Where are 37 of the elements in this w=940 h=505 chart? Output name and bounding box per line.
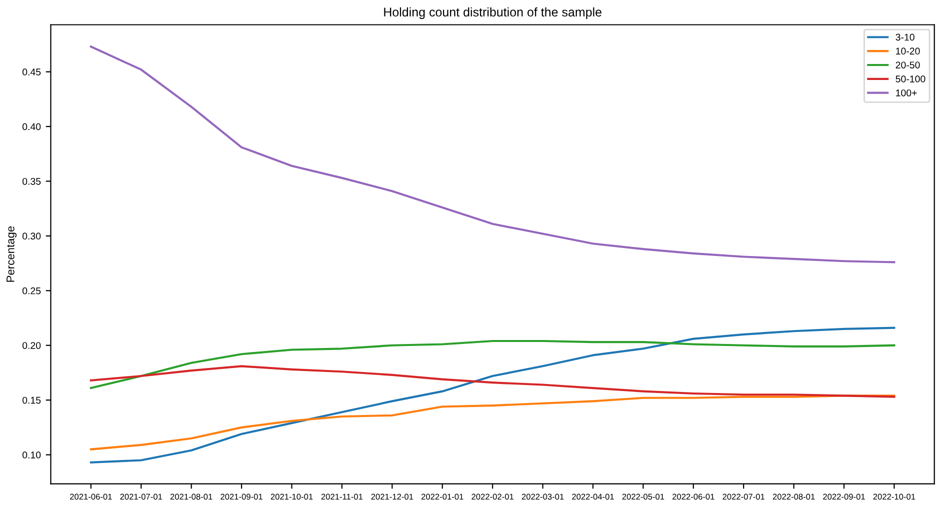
x-tick-label: 2022-03-01: [522, 494, 564, 500]
y-tick-label: 0.15: [22, 396, 41, 404]
y-tick-label: 0.45: [22, 68, 41, 76]
y-tick-label: 0.35: [22, 178, 41, 185]
x-tick-label: 2021-06-01: [70, 494, 112, 500]
x-tick-label: 2021-10-01: [270, 494, 313, 500]
x-tick-label: 2022-01-01: [421, 494, 464, 500]
x-tick-label: 2022-09-01: [823, 494, 865, 500]
legend-label: 3-10: [896, 34, 914, 41]
legend-label: 50-100: [896, 76, 926, 82]
x-tick-label: 2022-05-01: [622, 494, 664, 500]
x-tick-label: 2021-09-01: [220, 494, 262, 500]
x-tick-label: 2022-06-01: [672, 494, 714, 500]
line-series: [90, 326, 896, 464]
x-tick-label: 2022-07-01: [722, 494, 764, 500]
x-tick-label: 2021-11-01: [321, 494, 363, 500]
x-tick-label: 2021-08-01: [170, 494, 212, 500]
x-tick-label: 2021-07-01: [120, 494, 162, 500]
line-series: [90, 365, 896, 398]
x-tick-label: 2022-04-01: [572, 494, 614, 500]
legend-label: 100+: [896, 89, 917, 96]
y-tick-label: 0.30: [22, 232, 41, 240]
y-tick-label: 0.20: [22, 342, 41, 349]
x-tick-label: 2022-10-01: [873, 494, 916, 500]
line-series: [90, 340, 896, 390]
x-tick-label: 2022-02-01: [472, 494, 514, 500]
x-tick-label: 2022-08-01: [772, 494, 815, 500]
legend-label: 10-20: [896, 48, 920, 55]
chart-title: Holding count distribution of the sample: [384, 7, 602, 20]
legend-label: 20-50: [896, 62, 920, 68]
y-tick-label: 0.10: [22, 452, 41, 458]
line-series: [90, 394, 896, 450]
x-tick-label: 2021-12-01: [371, 494, 414, 500]
line-series: [90, 46, 896, 264]
y-tick-label: 0.40: [22, 123, 41, 130]
y-axis-title: Percentage: [6, 226, 17, 282]
y-tick-label: 0.25: [22, 287, 41, 294]
